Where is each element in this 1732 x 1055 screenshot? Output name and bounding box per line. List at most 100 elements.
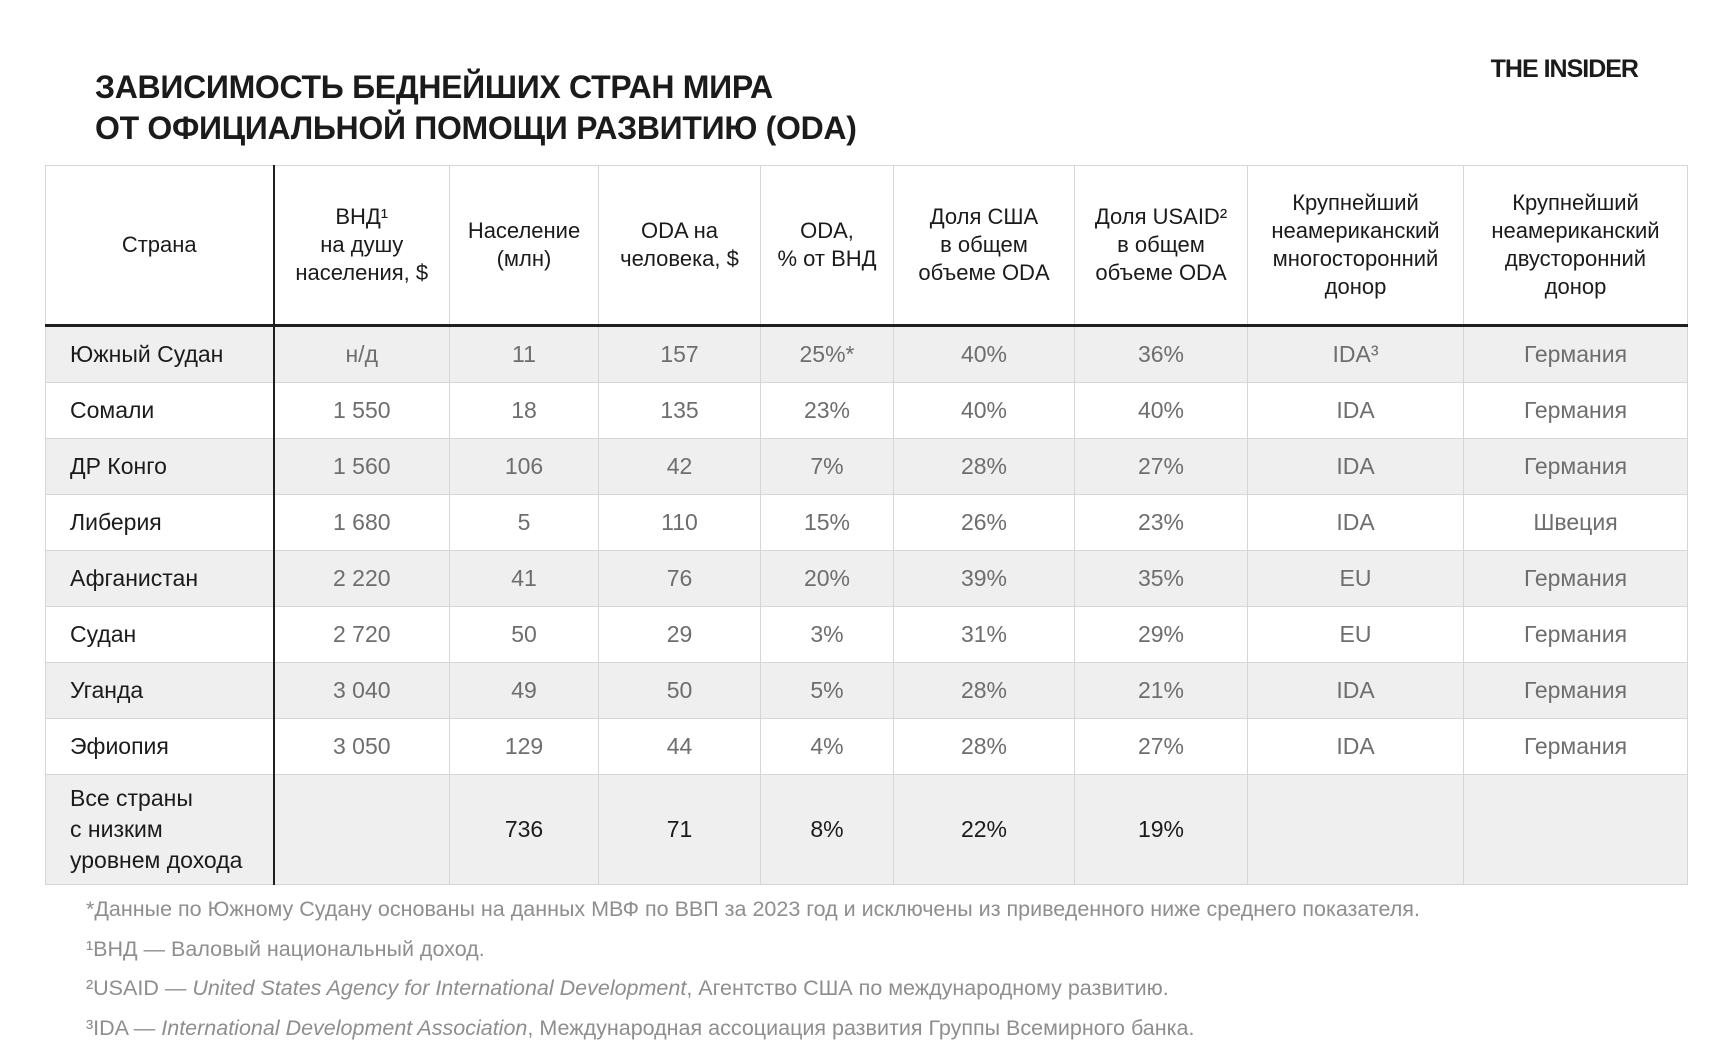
value-cell: Германия xyxy=(1463,382,1688,439)
value-cell xyxy=(1463,774,1688,885)
value-cell: 50 xyxy=(449,606,599,663)
value-cell: Германия xyxy=(1463,606,1688,663)
col-header-us-share: Доля США в общем объеме ODA xyxy=(893,165,1075,327)
col-header-oda-pct-gni: ODA, % от ВНД xyxy=(760,165,894,327)
footnote-ida: ³IDA — International Development Associa… xyxy=(86,1015,1420,1042)
value-cell: 157 xyxy=(598,325,761,383)
value-cell: 15% xyxy=(760,494,894,551)
value-cell: 3 050 xyxy=(273,718,450,775)
country-cell: Судан xyxy=(45,606,275,663)
country-cell: Сомали xyxy=(45,382,275,439)
value-cell: 23% xyxy=(1074,494,1248,551)
value-cell: 50 xyxy=(598,662,761,719)
row-summary-low-income: Все страны с низким уровнем дохода 736 7… xyxy=(45,774,1688,885)
value-cell: 1 550 xyxy=(273,382,450,439)
value-cell: 40% xyxy=(893,382,1075,439)
value-cell: IDA³ xyxy=(1247,325,1464,383)
footnote-text: ²USAID — xyxy=(86,976,193,1000)
value-cell: 29 xyxy=(598,606,761,663)
value-cell: 106 xyxy=(449,438,599,495)
value-cell: 25%* xyxy=(760,325,894,383)
value-cell: 736 xyxy=(449,774,599,885)
value-cell: 49 xyxy=(449,662,599,719)
value-cell: 8% xyxy=(760,774,894,885)
value-cell: 76 xyxy=(598,550,761,607)
col-header-usaid-share: Доля USAID² в общем объеме ODA xyxy=(1074,165,1248,327)
value-cell: 110 xyxy=(598,494,761,551)
value-cell: 11 xyxy=(449,325,599,383)
footnote-italic-text: United States Agency for International D… xyxy=(192,976,687,1000)
value-cell: 27% xyxy=(1074,718,1248,775)
value-cell: 1 680 xyxy=(273,494,450,551)
footnote-text: , Агентство США по международному развит… xyxy=(686,976,1169,1000)
value-cell: Швеция xyxy=(1463,494,1688,551)
value-cell: 36% xyxy=(1074,325,1248,383)
row-ethiopia: Эфиопия 3 050 129 44 4% 28% 27% IDA Герм… xyxy=(45,718,1688,775)
value-cell: 5 xyxy=(449,494,599,551)
country-cell: Уганда xyxy=(45,662,275,719)
value-cell: 3% xyxy=(760,606,894,663)
footnote-gni: ¹ВНД — Валовый национальный доход. xyxy=(86,936,1420,963)
value-cell: Германия xyxy=(1463,550,1688,607)
value-cell: IDA xyxy=(1247,382,1464,439)
value-cell: 35% xyxy=(1074,550,1248,607)
value-cell: 31% xyxy=(893,606,1075,663)
value-cell: IDA xyxy=(1247,438,1464,495)
value-cell: 26% xyxy=(893,494,1075,551)
value-cell: 23% xyxy=(760,382,894,439)
summary-label-cell: Все страны с низким уровнем дохода xyxy=(45,774,275,885)
value-cell: 1 560 xyxy=(273,438,450,495)
value-cell: IDA xyxy=(1247,494,1464,551)
value-cell: Германия xyxy=(1463,438,1688,495)
value-cell: 129 xyxy=(449,718,599,775)
country-cell: Либерия xyxy=(45,494,275,551)
value-cell: 42 xyxy=(598,438,761,495)
value-cell: 2 220 xyxy=(273,550,450,607)
country-cell: Эфиопия xyxy=(45,718,275,775)
country-cell: Афганистан xyxy=(45,550,275,607)
value-cell: EU xyxy=(1247,550,1464,607)
col-header-oda-per-capita: ODA на человека, $ xyxy=(598,165,761,327)
country-cell: ДР Конго xyxy=(45,438,275,495)
col-header-largest-multilateral-donor: Крупнейший неамериканский многосторонний… xyxy=(1247,165,1464,327)
value-cell: 40% xyxy=(893,325,1075,383)
value-cell: 19% xyxy=(1074,774,1248,885)
row-dr-congo: ДР Конго 1 560 106 42 7% 28% 27% IDA Гер… xyxy=(45,438,1688,495)
page-title-line2: ОТ ОФИЦИАЛЬНОЙ ПОМОЩИ РАЗВИТИЮ (ODA) xyxy=(95,110,857,147)
row-south-sudan: Южный Судан н/д 11 157 25%* 40% 36% IDA³… xyxy=(45,325,1688,383)
row-uganda: Уганда 3 040 49 50 5% 28% 21% IDA Герман… xyxy=(45,662,1688,719)
value-cell: 2 720 xyxy=(273,606,450,663)
value-cell: 20% xyxy=(760,550,894,607)
col-header-gni-per-capita: ВНД¹ на душу населения, $ xyxy=(273,165,450,327)
value-cell: 28% xyxy=(893,438,1075,495)
value-cell: 39% xyxy=(893,550,1075,607)
value-cell: 40% xyxy=(1074,382,1248,439)
footnotes: *Данные по Южному Судану основаны на дан… xyxy=(86,896,1420,1054)
footnote-text: ³IDA — xyxy=(86,1015,162,1040)
value-cell: 71 xyxy=(598,774,761,885)
footnote-text: , Международная ассоциация развития Груп… xyxy=(527,1015,1195,1040)
row-sudan: Судан 2 720 50 29 3% 31% 29% EU Германия xyxy=(45,606,1688,663)
value-cell: 7% xyxy=(760,438,894,495)
footnote-text: ¹ВНД — Валовый национальный доход. xyxy=(86,936,485,961)
country-cell: Южный Судан xyxy=(45,325,275,383)
row-somalia: Сомали 1 550 18 135 23% 40% 40% IDA Герм… xyxy=(45,382,1688,439)
col-header-largest-bilateral-donor: Крупнейший неамериканский двусторонний д… xyxy=(1463,165,1688,327)
value-cell: 28% xyxy=(893,718,1075,775)
value-cell: 21% xyxy=(1074,662,1248,719)
page-title: ЗАВИСИМОСТЬ БЕДНЕЙШИХ СТРАН МИРА ОТ ОФИЦИ… xyxy=(95,67,857,149)
footnote-south-sudan-note: *Данные по Южному Судану основаны на дан… xyxy=(86,896,1420,923)
col-header-country: Страна xyxy=(45,165,275,327)
col-header-population: Население (млн) xyxy=(449,165,599,327)
value-cell: 28% xyxy=(893,662,1075,719)
value-cell: 4% xyxy=(760,718,894,775)
footnote-text: *Данные по Южному Судану основаны на дан… xyxy=(86,897,1420,921)
row-afghanistan: Афганистан 2 220 41 76 20% 39% 35% EU Ге… xyxy=(45,550,1688,607)
value-cell: 135 xyxy=(598,382,761,439)
value-cell: 41 xyxy=(449,550,599,607)
value-cell: 27% xyxy=(1074,438,1248,495)
value-cell xyxy=(1247,774,1464,885)
value-cell: 5% xyxy=(760,662,894,719)
value-cell: Германия xyxy=(1463,662,1688,719)
value-cell: 22% xyxy=(893,774,1075,885)
